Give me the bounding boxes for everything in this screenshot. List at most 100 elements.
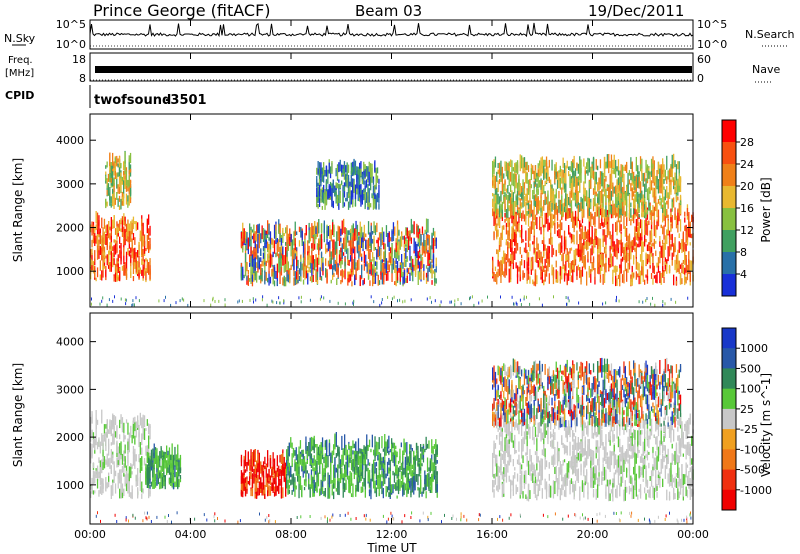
echo-cell: [552, 221, 555, 226]
echo-cell: [641, 232, 643, 244]
echo-cell: [130, 254, 132, 263]
echo-cell: [287, 239, 289, 251]
echo-cell: [403, 235, 406, 248]
echo-cell: [309, 437, 311, 451]
echo-cell: [128, 486, 130, 497]
echo-cell: [95, 224, 97, 231]
echo-cell: [508, 192, 510, 201]
echo-cell: [308, 473, 310, 482]
echo-cell: [631, 272, 633, 286]
echo-cell: [494, 274, 497, 282]
echo-cell: [110, 427, 112, 437]
echo-cell: [544, 244, 546, 251]
echo-cell: [637, 273, 639, 278]
echo-cell: [114, 239, 117, 244]
echo-cell: [469, 297, 470, 301]
echo-cell: [90, 435, 92, 442]
echo-cell: [357, 438, 360, 454]
echo-cell: [338, 446, 340, 455]
echo-cell: [503, 184, 505, 195]
echo-cell: [359, 162, 361, 174]
echo-cell: [605, 262, 607, 273]
echo-cell: [102, 227, 104, 236]
echo-cell: [395, 460, 397, 475]
echo-cell: [268, 237, 270, 241]
echo-cell: [91, 265, 93, 271]
echo-cell: [174, 481, 176, 488]
echo-cell: [425, 218, 428, 233]
echo-cell: [314, 259, 316, 269]
echo-cell: [584, 174, 586, 184]
echo-cell: [570, 247, 573, 251]
colorbar-tick-label: 12: [740, 224, 754, 237]
echo-cell: [95, 410, 97, 424]
echo-cell: [526, 161, 528, 171]
echo-cell: [492, 193, 494, 197]
echo-cell: [435, 278, 437, 284]
echo-cell: [561, 187, 563, 195]
echo-cell: [120, 477, 122, 488]
echo-cell: [293, 247, 295, 261]
echo-cell: [407, 462, 409, 471]
echo-cell: [373, 221, 375, 234]
echo-cell: [609, 173, 611, 188]
echo-cell: [655, 225, 657, 238]
echo-cell: [329, 172, 332, 179]
echo-cell: [351, 281, 353, 287]
echo-cell: [554, 194, 556, 206]
echo-cell: [302, 459, 304, 472]
echo-cell: [137, 468, 139, 482]
echo-cell: [370, 167, 372, 183]
echo-cell: [118, 156, 121, 168]
echo-cell: [330, 279, 332, 284]
echo-cell: [586, 231, 588, 239]
echo-cell: [628, 203, 631, 211]
echo-cell: [395, 445, 397, 450]
echo-cell: [262, 246, 265, 251]
echo-cell: [559, 266, 561, 276]
echo-cell: [287, 261, 289, 277]
echo-cell: [250, 464, 252, 471]
echo-cell: [367, 472, 369, 482]
echo-cell: [409, 453, 411, 463]
echo-cell: [337, 267, 339, 278]
echo-cell: [268, 224, 270, 235]
echo-cell: [493, 162, 495, 174]
echo-cell: [146, 445, 148, 453]
echo-cell: [159, 451, 161, 461]
echo-cell: [114, 416, 117, 426]
echo-cell: [583, 158, 585, 167]
echo-cell: [561, 254, 563, 262]
echo-cell: [260, 461, 262, 474]
echo-cell: [568, 227, 570, 235]
echo-cell: [388, 264, 390, 273]
echo-cell: [507, 241, 509, 250]
echo-cell: [300, 277, 302, 282]
echo-cell: [125, 233, 128, 240]
echo-cell: [363, 194, 365, 199]
echo-cell: [276, 485, 278, 492]
echo-cell: [503, 225, 505, 230]
echo-cell: [335, 170, 337, 177]
echo-cell: [417, 260, 419, 266]
echo-cell: [389, 468, 391, 480]
echo-cell: [256, 224, 258, 234]
echo-cell: [659, 168, 661, 181]
echo-cell: [507, 188, 509, 192]
echo-cell: [177, 483, 179, 490]
echo-cell: [357, 478, 360, 492]
echo-cell: [264, 270, 266, 285]
echo-cell: [373, 276, 375, 283]
echo-cell: [113, 215, 115, 227]
echo-cell: [370, 490, 372, 500]
echo-cell: [253, 450, 255, 464]
echo-cell: [610, 253, 613, 268]
echo-cell: [410, 237, 412, 244]
echo-cell: [96, 465, 99, 474]
echo-cell: [210, 303, 212, 307]
echo-cell: [565, 243, 567, 249]
echo-cell: [276, 281, 278, 286]
echo-cell: [403, 270, 406, 284]
echo-cell: [134, 452, 136, 467]
echo-cell: [539, 200, 541, 211]
